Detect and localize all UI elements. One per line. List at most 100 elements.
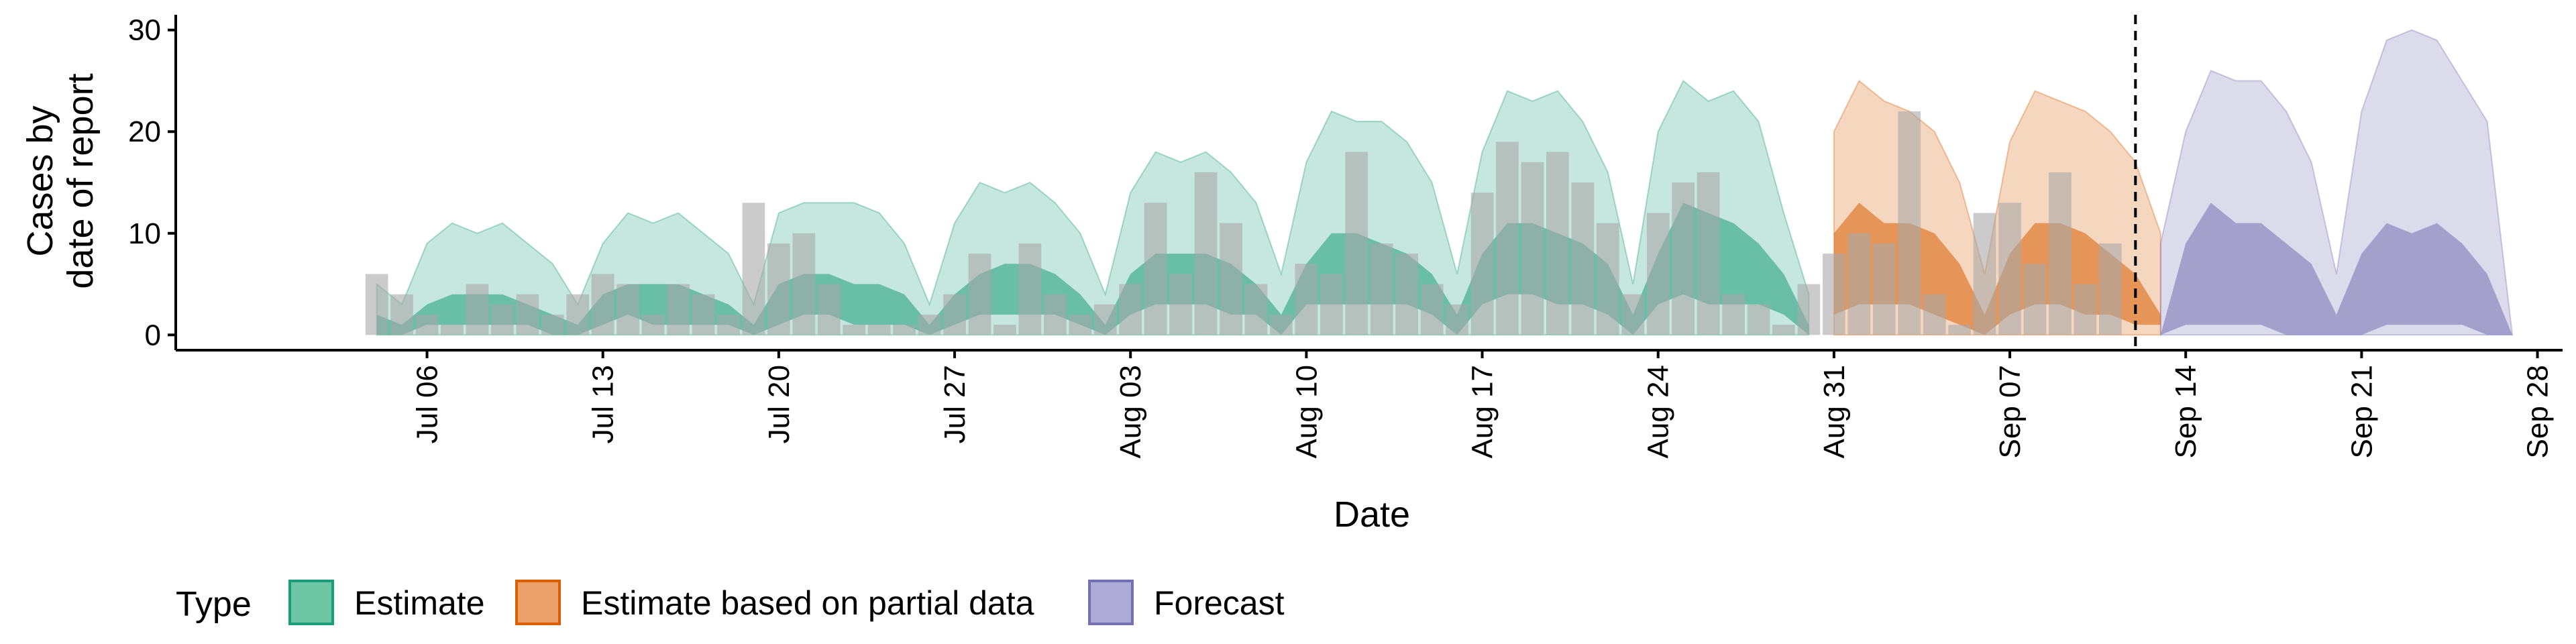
case-bar xyxy=(566,294,590,335)
case-bar xyxy=(1948,325,1971,335)
case-bar xyxy=(1395,254,1418,335)
case-bar xyxy=(2074,284,2097,335)
case-bar xyxy=(918,315,941,335)
case-bar xyxy=(1646,213,1670,335)
y-tick-label: 10 xyxy=(128,217,161,250)
case-bar xyxy=(591,274,614,335)
case-bar xyxy=(1672,182,1695,335)
x-tick-label: Sep 07 xyxy=(1994,365,2027,458)
case-bar xyxy=(1270,315,1293,335)
x-tick-label: Sep 14 xyxy=(2169,365,2202,458)
case-bar xyxy=(843,325,866,335)
x-tick-label: Jul 20 xyxy=(763,365,796,443)
case-bar xyxy=(441,325,464,335)
case-bar xyxy=(1722,294,1745,335)
case-bar xyxy=(541,315,564,335)
legend-key-forecast xyxy=(1088,580,1134,625)
y-axis-title-line-1: Cases by xyxy=(20,105,60,256)
case-bar xyxy=(817,284,841,335)
case-bar xyxy=(1470,193,1494,335)
case-bar xyxy=(1018,243,1042,335)
y-tick-label: 30 xyxy=(128,14,161,47)
case-bar xyxy=(742,203,765,335)
case-bar xyxy=(692,294,715,335)
case-bar xyxy=(466,284,489,335)
x-tick-label: Aug 17 xyxy=(1466,365,1499,458)
case-bar xyxy=(1119,284,1142,335)
y-tick-label: 20 xyxy=(128,115,161,148)
legend-label-estimate: Estimate xyxy=(354,584,485,622)
x-tick-label: Aug 24 xyxy=(1642,365,1675,458)
case-bar xyxy=(1596,223,1619,335)
case-bar xyxy=(717,315,740,335)
case-bar xyxy=(415,315,439,335)
ribbon-layer xyxy=(376,29,2514,336)
reported-cases-bars xyxy=(365,111,2122,335)
case-bar xyxy=(1521,162,1544,335)
case-bar xyxy=(1295,264,1318,335)
case-bar xyxy=(994,325,1016,335)
case-bar xyxy=(491,304,514,335)
case-bar xyxy=(365,274,388,335)
legend-key-partial xyxy=(515,580,561,625)
case-bar xyxy=(1144,203,1167,335)
case-bar xyxy=(1998,203,2021,335)
case-bar xyxy=(1220,223,1242,335)
case-bar xyxy=(1420,284,1444,335)
band-50-forecast xyxy=(2160,203,2513,335)
x-tick-label: Aug 10 xyxy=(1290,365,1323,458)
case-bar xyxy=(2049,172,2072,335)
case-bar xyxy=(1320,274,1343,335)
axes xyxy=(168,15,2563,358)
case-bar xyxy=(1345,152,1368,335)
case-bar xyxy=(1194,172,1218,335)
case-bar xyxy=(667,284,690,335)
y-axis-title-line-2: date of report xyxy=(60,73,101,288)
x-axis-title: Date xyxy=(1334,494,1410,535)
case-bar xyxy=(1571,182,1595,335)
case-bar xyxy=(1923,294,1946,335)
case-bar xyxy=(1044,294,1067,335)
x-tick-label: Sep 21 xyxy=(2345,365,2378,458)
case-bar xyxy=(792,233,816,335)
tick-labels: 0 10 20 30 Jul 06 Jul 13 Jul 20 Jul 27 Aug 03 Aug… xyxy=(128,14,2554,459)
case-bar xyxy=(767,243,790,335)
case-bar xyxy=(943,294,966,335)
case-bar xyxy=(2023,264,2047,335)
case-bar xyxy=(1496,142,1519,335)
case-bar xyxy=(1898,111,1921,335)
x-tick-label: Sep 28 xyxy=(2522,365,2555,458)
legend-label-partial: Estimate based on partial data xyxy=(581,584,1034,622)
case-bar xyxy=(893,325,916,335)
case-bar xyxy=(867,325,891,335)
x-tick-label: Jul 13 xyxy=(587,365,620,443)
case-bar xyxy=(1244,284,1268,335)
case-bar xyxy=(2099,243,2122,335)
case-bar xyxy=(1747,304,1770,335)
x-tick-label: Jul 06 xyxy=(411,365,444,443)
case-bar xyxy=(1370,243,1393,335)
case-bar xyxy=(1069,315,1092,335)
case-bar xyxy=(1823,254,1845,335)
case-bar xyxy=(1697,172,1720,335)
case-bar xyxy=(1772,325,1795,335)
case-bar xyxy=(641,315,665,335)
case-bar xyxy=(968,254,991,335)
case-bar xyxy=(390,294,413,335)
case-bar xyxy=(616,284,639,335)
legend-key-estimate xyxy=(288,580,334,625)
x-tick-label: Aug 03 xyxy=(1114,365,1147,458)
case-bar xyxy=(1546,152,1569,335)
case-bar xyxy=(1847,233,1871,335)
legend-title: Type xyxy=(176,585,252,624)
case-bar xyxy=(1093,304,1117,335)
case-bar xyxy=(1446,304,1468,335)
y-tick-label: 0 xyxy=(145,319,161,352)
case-bar xyxy=(1621,294,1645,335)
case-bar xyxy=(516,294,539,335)
x-tick-label: Jul 27 xyxy=(938,365,971,443)
case-bar xyxy=(1872,243,1896,335)
case-bar xyxy=(1973,213,1996,335)
case-bar xyxy=(1169,274,1192,335)
